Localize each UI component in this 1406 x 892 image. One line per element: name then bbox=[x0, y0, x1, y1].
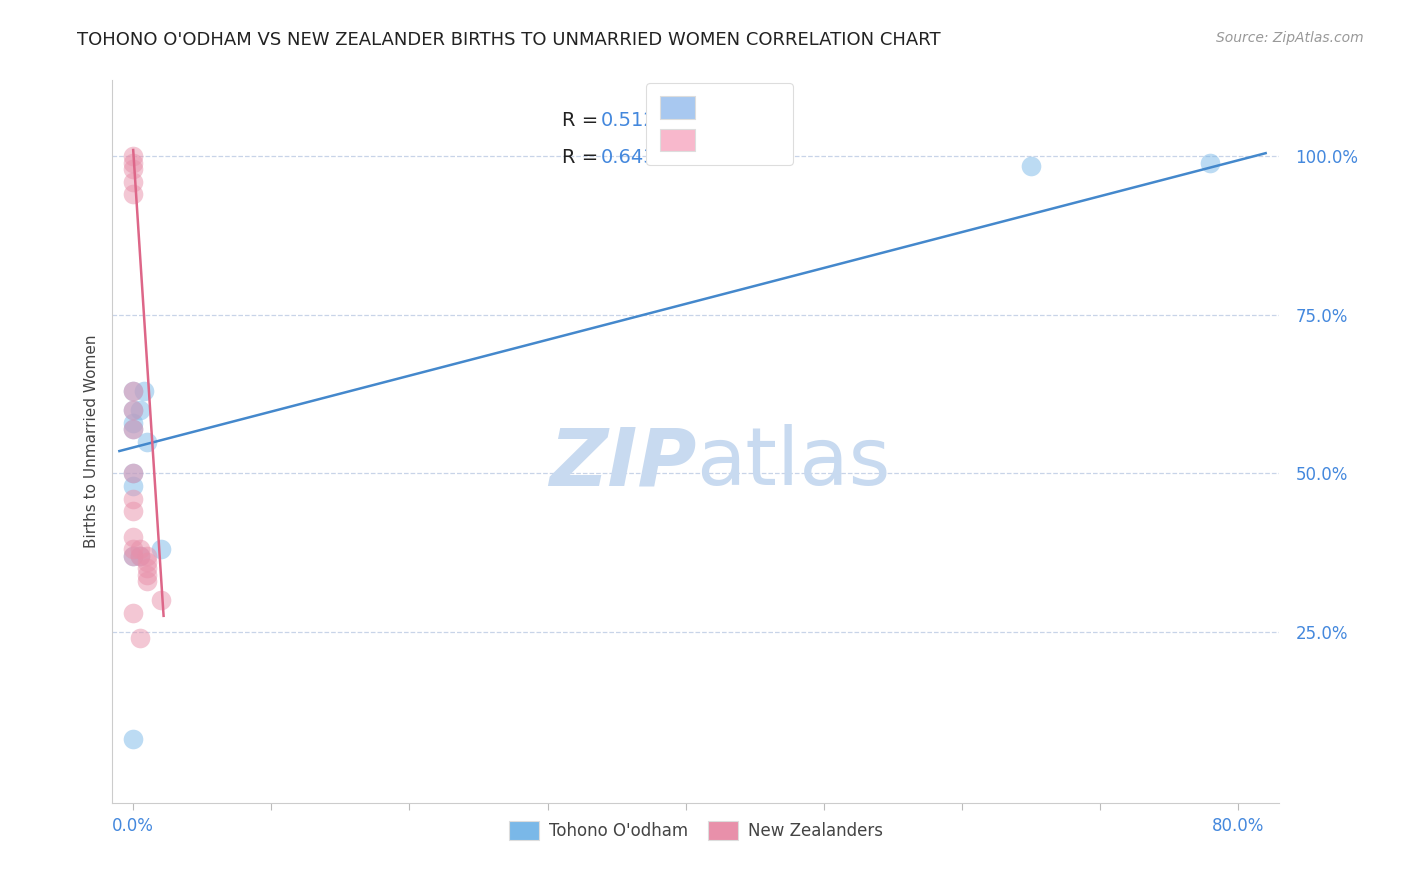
Point bbox=[134, 384, 156, 398]
Text: R =: R = bbox=[562, 148, 605, 167]
Point bbox=[122, 422, 145, 436]
Text: ZIP: ZIP bbox=[548, 425, 696, 502]
Point bbox=[129, 549, 152, 563]
Point bbox=[136, 561, 159, 575]
Text: 24: 24 bbox=[693, 148, 718, 167]
Point bbox=[122, 175, 145, 189]
Point bbox=[129, 631, 152, 645]
Point bbox=[129, 402, 152, 417]
Point bbox=[122, 549, 145, 563]
Point bbox=[129, 549, 152, 563]
Point bbox=[136, 549, 159, 563]
Point bbox=[1199, 155, 1222, 169]
Text: R =: R = bbox=[562, 111, 605, 129]
Point bbox=[136, 434, 159, 449]
Point bbox=[122, 187, 145, 202]
Text: N =: N = bbox=[644, 111, 699, 129]
Point bbox=[122, 542, 145, 557]
Point bbox=[122, 384, 145, 398]
Point bbox=[122, 402, 145, 417]
Text: 0.643: 0.643 bbox=[600, 148, 657, 167]
Y-axis label: Births to Unmarried Women: Births to Unmarried Women bbox=[83, 334, 98, 549]
Point bbox=[122, 549, 145, 563]
Point bbox=[149, 593, 172, 607]
Point bbox=[129, 542, 152, 557]
Point bbox=[122, 161, 145, 176]
Point bbox=[136, 555, 159, 569]
Point bbox=[122, 732, 145, 747]
Point bbox=[122, 416, 145, 430]
Text: 0.512: 0.512 bbox=[600, 111, 657, 129]
Point bbox=[122, 402, 145, 417]
Text: 15: 15 bbox=[693, 111, 718, 129]
Point bbox=[1019, 159, 1042, 173]
Legend: Tohono O'odham, New Zealanders: Tohono O'odham, New Zealanders bbox=[501, 813, 891, 848]
Point bbox=[122, 155, 145, 169]
Text: N =: N = bbox=[644, 148, 699, 167]
Text: TOHONO O'ODHAM VS NEW ZEALANDER BIRTHS TO UNMARRIED WOMEN CORRELATION CHART: TOHONO O'ODHAM VS NEW ZEALANDER BIRTHS T… bbox=[77, 31, 941, 49]
Point bbox=[122, 606, 145, 620]
Point bbox=[122, 467, 145, 481]
Point bbox=[122, 530, 145, 544]
Point bbox=[122, 149, 145, 163]
Point bbox=[149, 542, 172, 557]
Point bbox=[136, 574, 159, 588]
Point bbox=[122, 422, 145, 436]
Text: atlas: atlas bbox=[696, 425, 890, 502]
Point bbox=[122, 467, 145, 481]
Point bbox=[122, 504, 145, 518]
Text: Source: ZipAtlas.com: Source: ZipAtlas.com bbox=[1216, 31, 1364, 45]
Point bbox=[122, 479, 145, 493]
Point bbox=[136, 567, 159, 582]
Point bbox=[122, 384, 145, 398]
Point bbox=[122, 491, 145, 506]
